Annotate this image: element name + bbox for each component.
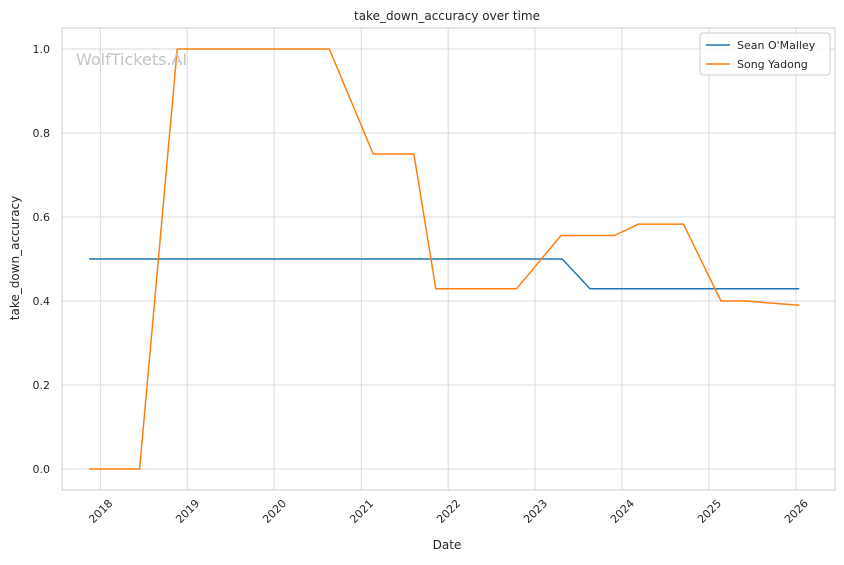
tick-labels: 0.0 0.2 0.4 0.6 0.8 1.0 2018 2019 2020 2021 2022 20…: [33, 43, 811, 526]
series-line: [89, 258, 800, 290]
legend: Sean O'Malley Song Yadong: [699, 32, 831, 76]
x-tick-label: 2019: [173, 497, 202, 526]
x-tick-label: 2026: [782, 497, 811, 526]
x-tick-label: 2022: [434, 497, 463, 526]
chart-title: take_down_accuracy over time: [354, 9, 540, 23]
x-tick-label: 2020: [260, 497, 289, 526]
legend-box: [699, 32, 831, 76]
series-layer: [89, 48, 800, 470]
y-tick-label: 0.6: [33, 211, 51, 224]
plot-frame: [61, 27, 836, 491]
x-tick-label: 2018: [86, 497, 115, 526]
x-tick-label: 2023: [521, 497, 550, 526]
legend-label: Sean O'Malley: [737, 39, 816, 52]
y-tick-label: 0.4: [33, 295, 51, 308]
watermark: WolfTickets.AI: [76, 50, 187, 69]
y-tick-label: 0.0: [33, 463, 51, 476]
y-tick-label: 0.8: [33, 127, 51, 140]
y-tick-label: 1.0: [33, 43, 51, 56]
series-line: [89, 48, 800, 470]
y-axis-label: take_down_accuracy: [8, 196, 22, 320]
x-tick-label: 2025: [695, 497, 724, 526]
x-axis-label: Date: [433, 538, 462, 552]
x-tick-label: 2021: [347, 497, 376, 526]
legend-label: Song Yadong: [737, 58, 808, 71]
y-tick-label: 0.2: [33, 379, 51, 392]
x-tick-label: 2024: [608, 497, 637, 526]
